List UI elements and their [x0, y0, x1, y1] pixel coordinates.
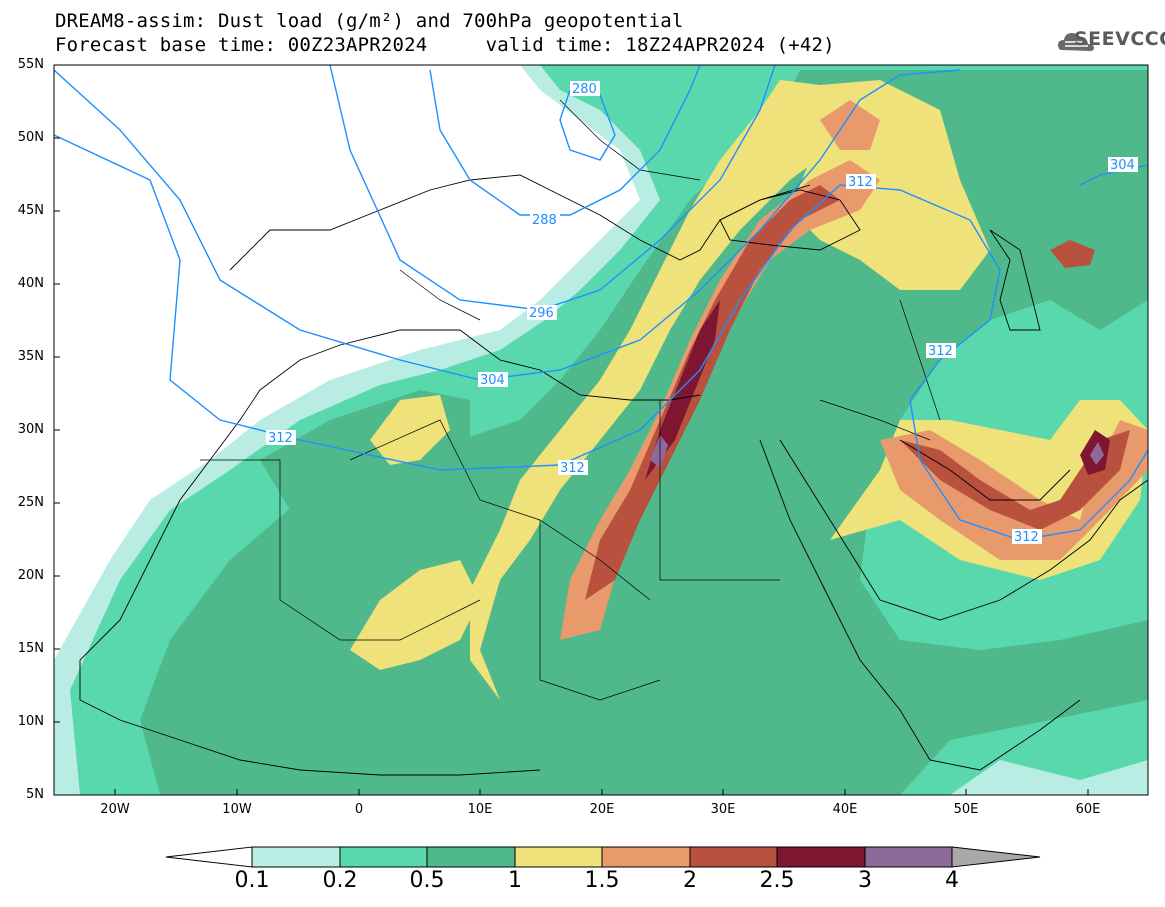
isoline-label-304: 304 — [480, 373, 505, 388]
coastline-east-africa — [929, 699, 1081, 771]
dust-blob-yellow-west — [350, 560, 480, 670]
dust-plume-dark — [645, 300, 720, 480]
lat-label-45n: 45N — [17, 203, 44, 218]
colorbar-label-4: 4 — [945, 868, 959, 893]
isoline-304 — [54, 69, 961, 381]
border-7 — [399, 269, 481, 321]
isoline-label-312-iran: 312 — [928, 344, 953, 359]
colorbar-bin-2.5 — [776, 846, 866, 868]
dust-blob-rust-caucasus — [1050, 240, 1095, 268]
border-3 — [539, 520, 661, 701]
lat-label-20n: 20N — [17, 568, 44, 583]
lat-label-35n: 35N — [17, 349, 44, 364]
isoline-label-312-ukraine: 312 — [848, 175, 873, 190]
colorbar-label-0.2: 0.2 — [322, 868, 358, 893]
isoline-labels: 280 288 296 304 312 312 312 312 304 312 — [266, 81, 1138, 545]
colorbar-label-0.5: 0.5 — [409, 868, 445, 893]
lat-label-25n: 25N — [17, 495, 44, 510]
colorbar-bin-2 — [689, 846, 778, 868]
border-4 — [659, 400, 780, 581]
cloud-logo-icon — [1058, 33, 1094, 51]
coastline-gulf — [899, 439, 1071, 501]
lon-label-10e: 10E — [467, 802, 493, 817]
coastline-caspian — [989, 229, 1041, 331]
dust-max-purple-east — [1090, 442, 1104, 465]
isoline-312-main — [54, 134, 1148, 541]
map-subtitle: Forecast base time: 00Z23APR2024 valid t… — [55, 34, 835, 56]
colorbar — [165, 846, 1041, 868]
colorbar-over-triangle — [951, 846, 1041, 868]
colorbar-label-1: 1 — [508, 868, 522, 893]
lon-label-50e: 50E — [953, 802, 979, 817]
coastline-europe — [229, 174, 811, 271]
lon-label-30e: 30E — [710, 802, 736, 817]
coastline-north-africa — [239, 329, 701, 421]
colorbar-bin-1.5 — [601, 846, 691, 868]
dust-plume-yellow — [470, 80, 850, 700]
colorbar-label-2.5: 2.5 — [759, 868, 795, 893]
colorbar-bin-0.5 — [426, 846, 516, 868]
dust-plume-rust — [585, 185, 840, 600]
isoline-label-304-ne: 304 — [1110, 158, 1135, 173]
isoline-296 — [329, 65, 776, 311]
colorbar-bin-1 — [514, 846, 603, 868]
isoline-label-312-west: 312 — [268, 431, 293, 446]
isoline-label-312-arabia: 312 — [1014, 530, 1039, 545]
colorbar-bin-0.2 — [339, 846, 428, 868]
lat-label-40n: 40N — [17, 276, 44, 291]
lon-label-40e: 40E — [832, 802, 858, 817]
isoline-label-280: 280 — [572, 82, 597, 97]
colorbar-under-triangle — [165, 846, 253, 868]
lat-label-10n: 10N — [17, 714, 44, 729]
brand-name: SEEVCCC — [1074, 28, 1165, 50]
geopotential-isolines — [54, 65, 1148, 541]
axis-ticks — [54, 64, 1089, 795]
lat-label-5n: 5N — [26, 787, 44, 802]
colorbar-bin-0.1 — [251, 846, 341, 868]
coastlines — [79, 174, 1148, 776]
isoline-288 — [429, 65, 701, 216]
colorbar-label-3: 3 — [858, 868, 872, 893]
lat-label-50n: 50N — [17, 130, 44, 145]
coastline-west-africa — [79, 419, 541, 776]
lon-label-0: 0 — [354, 802, 364, 817]
colorbar-bin-3 — [864, 846, 953, 868]
border-2 — [349, 419, 651, 601]
colorbar-label-2: 2 — [683, 868, 697, 893]
colorbar-label-1.5: 1.5 — [584, 868, 620, 893]
isoline-label-288: 288 — [532, 213, 557, 228]
dust-fields — [54, 65, 1148, 795]
colorbar-label-0.1: 0.1 — [234, 868, 270, 893]
border-8 — [559, 99, 701, 181]
isoline-label-296: 296 — [529, 306, 554, 321]
lon-label-20w: 20W — [100, 802, 130, 817]
map-title: DREAM8-assim: Dust load (g/m²) and 700hP… — [55, 10, 684, 32]
border-5 — [819, 399, 931, 441]
lat-label-55n: 55N — [17, 57, 44, 72]
dust-blob-orange-east — [880, 420, 1148, 560]
coastline-black-sea — [719, 189, 861, 251]
dust-blob-rust-east — [900, 430, 1130, 530]
lat-label-15n: 15N — [17, 641, 44, 656]
dust-max-purple — [650, 435, 668, 468]
borders — [200, 99, 941, 701]
lon-label-10w: 10W — [222, 802, 252, 817]
lon-label-60e: 60E — [1075, 802, 1101, 817]
dust-blob-yellow-north — [370, 395, 450, 465]
coastline-red-sea — [759, 439, 931, 761]
lat-label-30n: 30N — [17, 422, 44, 437]
border-1 — [200, 459, 481, 641]
border-6 — [899, 299, 941, 421]
coastline-arabia — [779, 439, 1148, 621]
isoline-label-312-africa: 312 — [560, 461, 585, 476]
lon-label-20e: 20E — [589, 802, 615, 817]
